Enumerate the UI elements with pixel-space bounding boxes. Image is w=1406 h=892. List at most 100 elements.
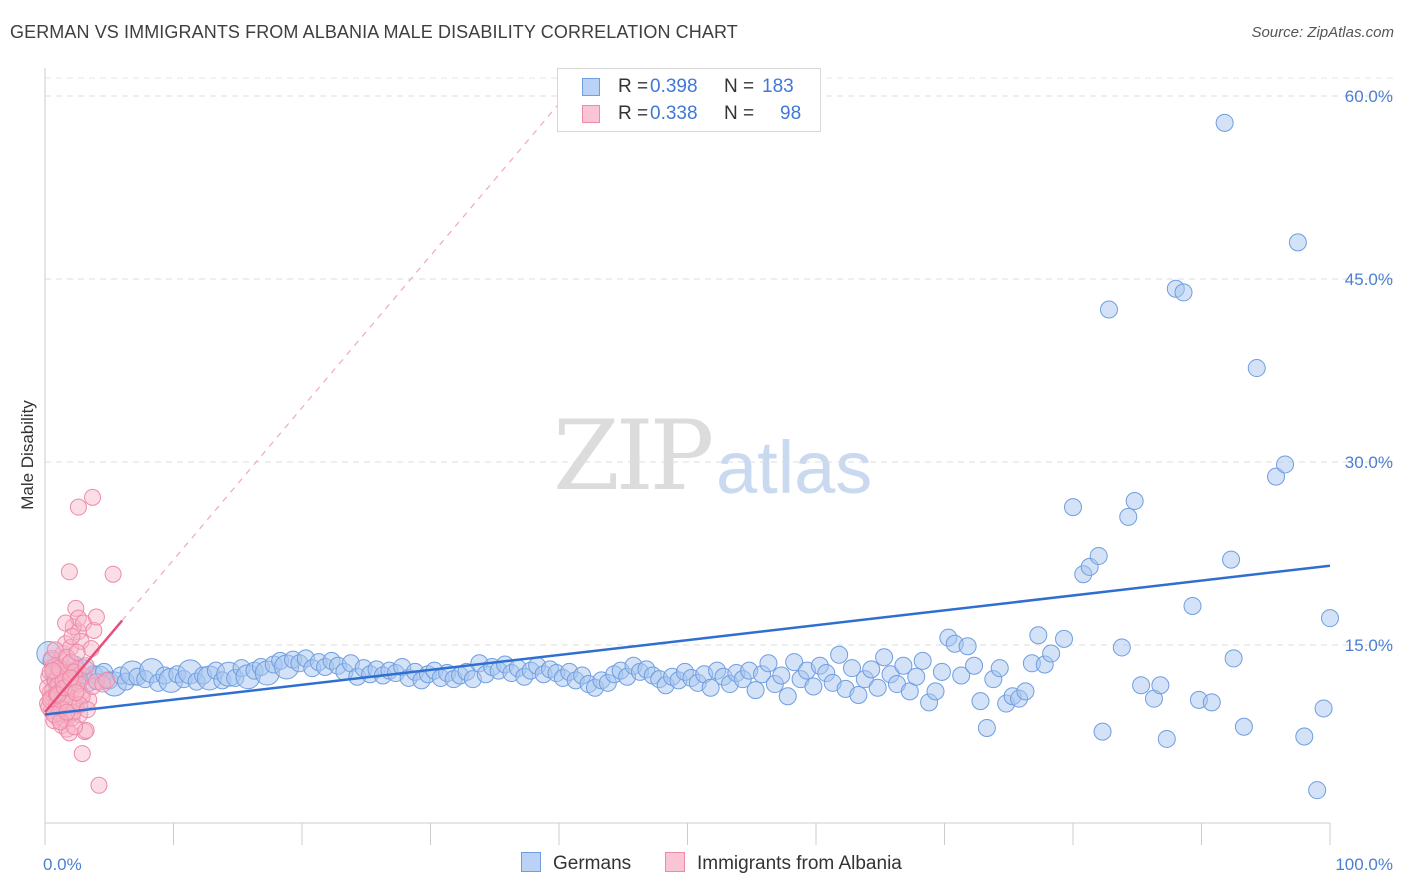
german-point xyxy=(759,654,778,673)
german-point xyxy=(1215,113,1234,132)
albania-point xyxy=(87,608,105,626)
german-point xyxy=(1267,467,1286,486)
german-point xyxy=(1308,781,1327,800)
german-point xyxy=(1119,507,1138,526)
german-point xyxy=(1247,359,1266,378)
albania-legend-swatch xyxy=(665,852,685,872)
n-label: N = xyxy=(724,103,755,124)
trend-lines xyxy=(44,95,1331,716)
albania-trend-line xyxy=(44,619,124,713)
german-point xyxy=(1132,676,1151,695)
german-point xyxy=(952,666,971,685)
german-point xyxy=(772,666,791,685)
albania-point xyxy=(104,565,122,583)
y-tick-label: 30.0% xyxy=(1345,453,1393,472)
german-point xyxy=(868,678,887,697)
germans-legend-label: Germans xyxy=(553,853,632,874)
albania-point xyxy=(90,776,108,794)
german-point xyxy=(894,656,913,675)
y-tick-label: 60.0% xyxy=(1345,87,1393,106)
r-value: 0.338 xyxy=(650,103,698,124)
german-point xyxy=(785,653,804,672)
german-point xyxy=(1016,682,1035,701)
r-value: 0.398 xyxy=(650,76,698,97)
bottom-legend-germans: Germans xyxy=(521,852,631,875)
german-point xyxy=(990,659,1009,678)
german-point xyxy=(1112,638,1131,657)
german-point xyxy=(1093,722,1112,741)
german-point xyxy=(1276,455,1295,474)
german-trend-line xyxy=(44,564,1331,716)
y-tick-label: 45.0% xyxy=(1345,270,1393,289)
german-point xyxy=(1288,233,1307,252)
albania-legend-label: Immigrants from Albania xyxy=(697,853,902,874)
german-point xyxy=(1234,717,1253,736)
german-point xyxy=(1174,283,1193,302)
stats-legend: R = 0.398 N = 183 R = 0.338 N = 98 xyxy=(557,68,821,132)
german-point xyxy=(842,659,861,678)
albania-point xyxy=(73,745,91,763)
albania-trend-extension xyxy=(121,95,566,621)
german-point xyxy=(958,637,977,656)
albania-point xyxy=(69,609,87,627)
r-label: R = xyxy=(618,103,649,124)
german-point xyxy=(907,667,926,686)
albania-point xyxy=(69,498,87,516)
r-label: R = xyxy=(618,76,649,97)
german-point xyxy=(1157,729,1176,748)
chart-title: GERMAN VS IMMIGRANTS FROM ALBANIA MALE D… xyxy=(10,22,738,42)
n-value: 183 xyxy=(762,76,794,97)
german-point xyxy=(830,645,849,664)
german-point xyxy=(875,648,894,667)
german-point xyxy=(1314,699,1333,718)
bottom-legend-albania: Immigrants from Albania xyxy=(665,852,902,875)
german-points xyxy=(36,113,1339,800)
albania-point xyxy=(63,627,81,645)
german-point xyxy=(977,718,996,737)
n-label: N = xyxy=(724,76,755,97)
german-point xyxy=(1055,629,1074,648)
german-point xyxy=(1183,596,1202,615)
albania-point xyxy=(66,718,84,736)
germans-legend-swatch xyxy=(521,852,541,872)
german-point xyxy=(701,678,720,697)
germans-swatch xyxy=(582,78,600,96)
tick-labels: 15.0% 30.0% 45.0% 60.0% 0.0% 100.0% xyxy=(43,87,1393,874)
german-point xyxy=(1029,626,1048,645)
albania-point xyxy=(67,684,85,702)
german-point xyxy=(804,677,823,696)
german-point xyxy=(913,651,932,670)
albania-point xyxy=(60,563,78,581)
x-tick-label: 0.0% xyxy=(43,855,82,874)
albania-point xyxy=(84,488,102,506)
x-tick-label: 100.0% xyxy=(1335,855,1393,874)
german-point xyxy=(1295,727,1314,746)
german-point xyxy=(862,660,881,679)
german-point xyxy=(1151,676,1170,695)
n-value: 98 xyxy=(780,103,802,124)
german-point xyxy=(1089,546,1108,565)
german-point xyxy=(1222,550,1241,569)
albania-points xyxy=(39,488,122,794)
grid-lines xyxy=(45,77,1394,646)
watermark-zip: ZIP xyxy=(553,400,714,512)
source-label: Source: ZipAtlas.com xyxy=(1251,24,1394,41)
german-point xyxy=(1064,498,1082,517)
german-point xyxy=(1224,649,1243,668)
german-point xyxy=(1099,300,1118,319)
german-point xyxy=(1202,693,1221,712)
german-point xyxy=(965,656,984,675)
german-point xyxy=(926,682,945,701)
albania-point xyxy=(62,669,80,687)
albania-point xyxy=(68,660,86,678)
german-point xyxy=(1042,644,1061,663)
albania-point xyxy=(68,643,86,661)
albania-point xyxy=(98,671,116,689)
albania-point xyxy=(67,599,85,617)
german-point xyxy=(932,662,951,681)
axes xyxy=(44,68,1331,845)
german-point xyxy=(849,686,868,705)
albania-point xyxy=(44,662,62,680)
albania-swatch xyxy=(582,105,600,123)
